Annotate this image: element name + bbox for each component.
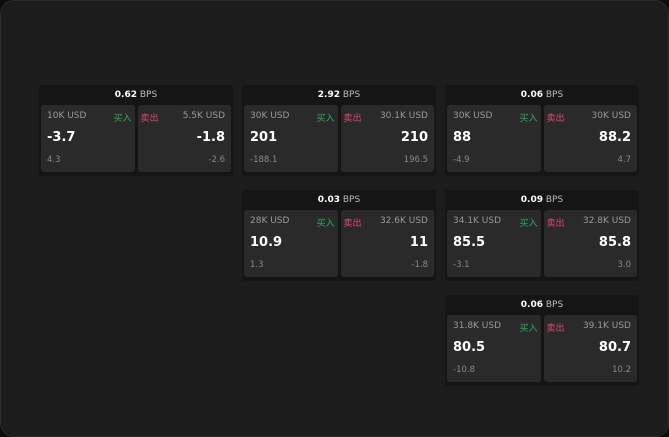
quote-card: 0.06 BPS 30K USD 买入 88 -4.9 卖出 30K USD 8… xyxy=(445,85,639,176)
sell-price: 210 xyxy=(400,130,428,145)
sell-label: 卖出 xyxy=(140,114,159,124)
sell-price: -1.8 xyxy=(196,130,225,145)
sell-size: 32.8K USD xyxy=(582,216,631,226)
sell-size: 30K USD xyxy=(591,111,631,121)
quote-card: 0.06 BPS 31.8K USD 买入 80.5 -10.8 卖出 39.1… xyxy=(445,295,639,386)
spread-header: 2.92 BPS xyxy=(242,85,436,105)
buy-size: 30K USD xyxy=(250,111,290,121)
spread-value: 0.03 xyxy=(317,195,340,205)
buy-change: 4.3 xyxy=(47,155,61,165)
spread-unit: BPS xyxy=(545,300,564,310)
spread-header: 0.03 BPS xyxy=(242,190,436,210)
buy-size: 28K USD xyxy=(250,216,290,226)
sell-change: -1.8 xyxy=(411,260,428,270)
buy-label: 买入 xyxy=(316,114,335,124)
spread-unit: BPS xyxy=(342,195,361,205)
sell-change: 3.0 xyxy=(617,260,631,270)
buy-price: 80.5 xyxy=(453,340,486,355)
spread-unit: BPS xyxy=(545,90,564,100)
buy-panel[interactable]: 34.1K USD 买入 85.5 -3.1 xyxy=(447,210,541,277)
spread-unit: BPS xyxy=(342,90,361,100)
sell-price: 88.2 xyxy=(598,130,631,145)
spread-value: 0.06 xyxy=(520,300,543,310)
sell-panel[interactable]: 卖出 32.8K USD 85.8 3.0 xyxy=(543,210,637,277)
sell-change: -2.6 xyxy=(208,155,225,165)
buy-price: -3.7 xyxy=(47,130,76,145)
sell-label: 卖出 xyxy=(343,219,362,229)
buy-change: -4.9 xyxy=(453,155,470,165)
spread-value: 2.92 xyxy=(317,90,340,100)
sell-price: 11 xyxy=(409,235,428,250)
sell-label: 卖出 xyxy=(343,114,362,124)
buy-change: 1.3 xyxy=(250,260,264,270)
spread-unit: BPS xyxy=(139,90,158,100)
buy-label: 买入 xyxy=(519,324,538,334)
quote-card: 0.09 BPS 34.1K USD 买入 85.5 -3.1 卖出 32.8K… xyxy=(445,190,639,281)
sell-label: 卖出 xyxy=(546,324,565,334)
quote-card: 0.62 BPS 10K USD 买入 -3.7 4.3 卖出 5.5K USD… xyxy=(39,85,233,176)
spread-header: 0.62 BPS xyxy=(39,85,233,105)
buy-change: -188.1 xyxy=(250,155,278,165)
sell-panel[interactable]: 卖出 30K USD 88.2 4.7 xyxy=(543,105,637,172)
spread-value: 0.62 xyxy=(114,90,137,100)
sell-panel[interactable]: 卖出 39.1K USD 80.7 10.2 xyxy=(543,315,637,382)
buy-panel[interactable]: 30K USD 买入 201 -188.1 xyxy=(244,105,338,172)
spread-header: 0.09 BPS xyxy=(445,190,639,210)
buy-label: 买入 xyxy=(519,219,538,229)
buy-size: 31.8K USD xyxy=(453,321,502,331)
buy-price: 10.9 xyxy=(250,235,283,250)
sell-label: 卖出 xyxy=(546,114,565,124)
spread-unit: BPS xyxy=(545,195,564,205)
buy-change: -3.1 xyxy=(453,260,470,270)
buy-label: 买入 xyxy=(316,219,335,229)
sell-panel[interactable]: 卖出 30.1K USD 210 196.5 xyxy=(340,105,434,172)
buy-price: 88 xyxy=(453,130,472,145)
sell-price: 80.7 xyxy=(598,340,631,355)
sell-size: 39.1K USD xyxy=(582,321,631,331)
buy-size: 10K USD xyxy=(47,111,87,121)
quote-card: 0.03 BPS 28K USD 买入 10.9 1.3 卖出 32.6K US… xyxy=(242,190,436,281)
buy-panel[interactable]: 31.8K USD 买入 80.5 -10.8 xyxy=(447,315,541,382)
buy-label: 买入 xyxy=(519,114,538,124)
spread-header: 0.06 BPS xyxy=(445,295,639,315)
buy-panel[interactable]: 30K USD 买入 88 -4.9 xyxy=(447,105,541,172)
spread-header: 0.06 BPS xyxy=(445,85,639,105)
sell-change: 196.5 xyxy=(403,155,428,165)
sell-size: 5.5K USD xyxy=(182,111,225,121)
buy-size: 30K USD xyxy=(453,111,493,121)
buy-size: 34.1K USD xyxy=(453,216,502,226)
buy-price: 201 xyxy=(250,130,278,145)
spread-value: 0.06 xyxy=(520,90,543,100)
sell-price: 85.8 xyxy=(598,235,631,250)
buy-change: -10.8 xyxy=(453,365,475,375)
sell-change: 10.2 xyxy=(612,365,631,375)
quote-card: 2.92 BPS 30K USD 买入 201 -188.1 卖出 30.1K … xyxy=(242,85,436,176)
spread-value: 0.09 xyxy=(520,195,543,205)
buy-panel[interactable]: 10K USD 买入 -3.7 4.3 xyxy=(41,105,135,172)
buy-price: 85.5 xyxy=(453,235,486,250)
sell-panel[interactable]: 卖出 32.6K USD 11 -1.8 xyxy=(340,210,434,277)
sell-panel[interactable]: 卖出 5.5K USD -1.8 -2.6 xyxy=(137,105,231,172)
sell-size: 30.1K USD xyxy=(379,111,428,121)
sell-change: 4.7 xyxy=(617,155,631,165)
buy-label: 买入 xyxy=(113,114,132,124)
sell-label: 卖出 xyxy=(546,219,565,229)
sell-size: 32.6K USD xyxy=(379,216,428,226)
buy-panel[interactable]: 28K USD 买入 10.9 1.3 xyxy=(244,210,338,277)
